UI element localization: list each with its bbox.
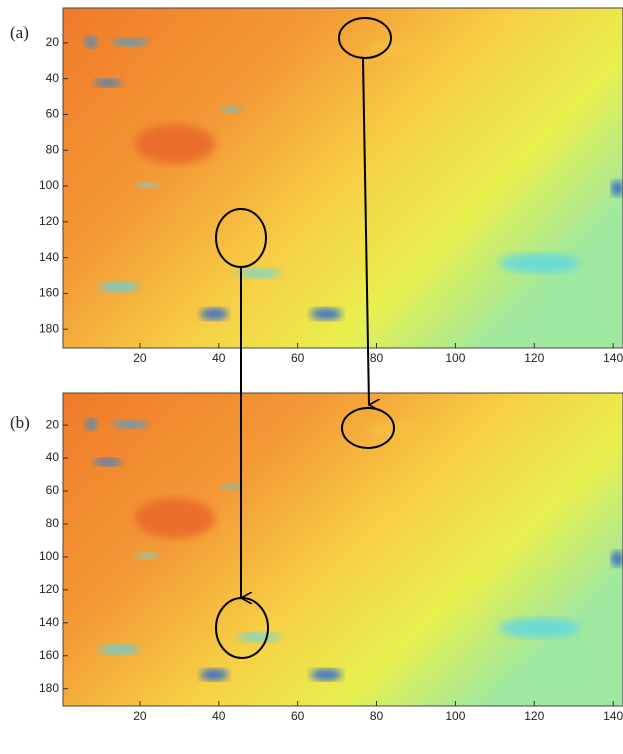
y-tick-label: 40 [46,71,60,85]
x-tick-label: 100 [445,351,465,365]
y-tick-label: 60 [46,483,60,497]
axes-frame [62,392,623,707]
heatmap-patch [611,550,623,567]
heatmap-patch [310,668,343,681]
heatmap-background [63,8,623,348]
heatmap-patch [221,483,241,490]
y-tick-label: 180 [39,681,59,695]
heatmap-patch [237,268,281,279]
heatmap-patch [221,107,241,113]
y-tick-label: 160 [39,648,59,662]
x-tick-label: 40 [212,351,226,365]
y-tick-label: 140 [39,615,59,629]
x-tick-label: 20 [133,351,147,365]
heatmap-patch [85,418,97,431]
heatmap-patch [310,308,343,320]
heatmap-patch [93,457,122,466]
y-tick-label: 80 [46,516,60,530]
panel-label: (b) [10,413,30,432]
heatmap-patch [611,180,623,197]
heatmap-image [63,393,623,706]
heatmap-patch [135,124,215,164]
heatmap-image [63,8,623,348]
heatmap-patch [499,617,579,638]
heatmap-patch [112,38,149,46]
annotation-circle [338,17,392,59]
heatmap-patch [200,308,229,320]
x-tick-label: 40 [212,709,226,723]
heatmap-background [63,393,623,706]
heatmap-patch [200,668,229,681]
heatmap-patch [112,420,149,429]
y-tick-label: 140 [39,250,59,264]
y-tick-label: 80 [46,142,60,156]
heatmap-patch [237,632,281,643]
x-tick-label: 140 [603,351,623,365]
annotation-circle [215,208,267,268]
y-tick-label: 20 [46,417,60,431]
axes-frame [62,7,623,349]
x-tick-label: 60 [291,709,305,723]
y-tick-label: 180 [39,321,59,335]
x-tick-label: 100 [445,709,465,723]
annotation-arrow [362,58,369,405]
y-tick-label: 40 [46,450,60,464]
panel-label: (a) [10,23,29,42]
x-tick-label: 20 [133,709,147,723]
heatmap-patch [99,281,139,292]
heatmap-patch [499,253,579,273]
heatmap-patch [135,181,159,188]
x-tick-label: 80 [370,709,384,723]
y-tick-label: 100 [39,178,59,192]
x-tick-label: 140 [603,709,623,723]
heatmap-patch [93,78,122,87]
y-tick-label: 20 [46,35,60,49]
x-tick-label: 120 [524,709,544,723]
x-tick-label: 120 [524,351,544,365]
y-tick-label: 100 [39,549,59,563]
x-tick-label: 60 [291,351,305,365]
y-tick-label: 120 [39,214,59,228]
heatmap-patch [135,552,159,559]
heatmap-patch [99,644,139,655]
heatmap-patch [85,36,97,48]
heatmap-patch [135,498,215,539]
y-tick-label: 160 [39,286,59,300]
y-tick-label: 60 [46,107,60,121]
y-tick-label: 120 [39,582,59,596]
x-tick-label: 80 [370,351,384,365]
heatmap-patch [369,422,429,439]
